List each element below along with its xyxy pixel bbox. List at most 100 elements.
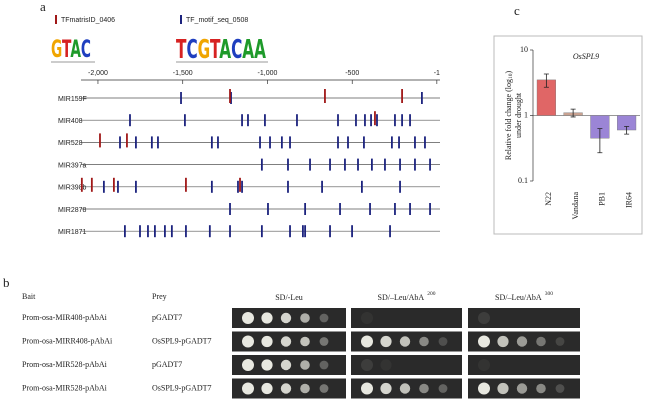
colony-spot <box>280 312 292 324</box>
plate-strip <box>468 308 580 328</box>
binding-site <box>264 114 266 127</box>
binding-site <box>287 158 289 171</box>
binding-site <box>394 203 396 215</box>
binding-site <box>409 203 411 215</box>
colony-spot <box>497 335 509 348</box>
logo-letter: C <box>81 35 91 63</box>
binding-site <box>399 158 401 171</box>
colony-spot <box>319 384 329 393</box>
prey: pGADT7 <box>152 360 182 369</box>
colony-spot <box>261 312 273 324</box>
binding-site <box>217 136 219 149</box>
promoter-label: MIR528 <box>58 140 83 147</box>
binding-site <box>102 180 105 193</box>
colony-spot <box>478 335 490 348</box>
y-label-main: Relative fold change (log <box>504 79 513 160</box>
colony-spot <box>536 336 546 347</box>
binding-site <box>399 180 401 193</box>
bait-header: Bait <box>22 292 36 301</box>
binding-site <box>424 136 426 149</box>
binding-site <box>229 225 231 238</box>
logo-letter: C <box>186 35 197 65</box>
colony-spot <box>280 383 292 394</box>
binding-site <box>154 225 156 238</box>
promoter-label: MIR398b <box>58 185 87 192</box>
colony-spot <box>300 383 310 394</box>
binding-site <box>237 180 239 193</box>
logo-letter: C <box>231 35 242 65</box>
binding-site <box>409 114 411 127</box>
binding-site <box>376 114 378 127</box>
motif-name: TF_motif_seq_0508 <box>186 17 248 24</box>
binding-site <box>429 203 431 215</box>
promoter-label: MIR2878 <box>58 207 87 214</box>
binding-site <box>139 225 141 238</box>
binding-site <box>421 92 423 104</box>
colony-spot <box>380 382 392 395</box>
binding-site <box>99 133 101 148</box>
panel-label: b <box>3 275 10 290</box>
colony-spot <box>319 313 329 323</box>
colony-spot <box>478 312 490 324</box>
binding-site <box>80 177 83 192</box>
binding-site <box>361 180 363 193</box>
medium-name: SD/–Leu/AbA <box>378 293 425 302</box>
motif-name: TFmatrisID_0406 <box>61 17 115 24</box>
y-tick-label: 10 <box>520 45 528 54</box>
medium-name: SD/-Leu <box>275 293 303 302</box>
binding-site <box>337 114 339 127</box>
x-tick-label: -1 <box>434 70 440 77</box>
colony-spot <box>280 336 292 347</box>
colony-spot <box>438 384 448 393</box>
binding-site <box>267 203 269 215</box>
binding-site <box>337 136 339 149</box>
binding-site <box>398 136 400 149</box>
binding-site <box>210 136 213 149</box>
colony-spot <box>399 383 411 394</box>
motif-key <box>180 15 182 24</box>
motif-logo: GTAC <box>51 35 91 63</box>
medium-aba: 200 <box>427 291 436 297</box>
logo-letter: A <box>254 35 266 65</box>
motif-key <box>55 15 57 24</box>
binding-site <box>329 158 331 171</box>
bait: Prom-osa-MIR408-pAbAi <box>22 313 108 322</box>
colony-spot <box>261 359 273 371</box>
binding-site <box>241 180 243 193</box>
promoter-label: MIR397a <box>58 162 87 169</box>
binding-site <box>117 180 119 193</box>
y-axis-label: Relative fold change (log10) <box>504 71 514 161</box>
error-bar <box>543 73 549 88</box>
binding-site <box>304 203 307 215</box>
colony-spot <box>319 337 329 346</box>
logo-letter: T <box>62 35 72 63</box>
colony-spot <box>242 335 254 348</box>
medium-header: SD/-Leu <box>275 293 303 302</box>
medium-aba: 300 <box>545 291 554 297</box>
bait: Prom-osa-MIRR408-pAbAi <box>22 336 113 345</box>
motif-logo: TCGTACAA <box>176 35 266 65</box>
binding-site <box>289 136 291 149</box>
plate-strip <box>351 355 462 375</box>
colony-spot <box>300 360 310 370</box>
binding-site <box>384 158 386 171</box>
binding-site <box>185 177 187 192</box>
binding-site <box>164 225 166 238</box>
x-tick-label: -500 <box>345 70 359 77</box>
binding-site <box>184 114 186 127</box>
colony-spot <box>361 382 373 395</box>
binding-site <box>321 180 323 193</box>
binding-site <box>351 225 353 238</box>
error-bar <box>597 128 603 154</box>
binding-site <box>124 225 126 238</box>
binding-site <box>355 114 357 127</box>
chart-title: OsSPL9 <box>573 52 599 61</box>
binding-site <box>344 158 346 171</box>
binding-site <box>302 225 304 238</box>
plate-strip <box>468 355 580 375</box>
binding-site <box>229 203 231 215</box>
logo-letter: G <box>51 35 62 63</box>
colony-spot <box>242 382 254 395</box>
binding-site <box>208 225 211 238</box>
